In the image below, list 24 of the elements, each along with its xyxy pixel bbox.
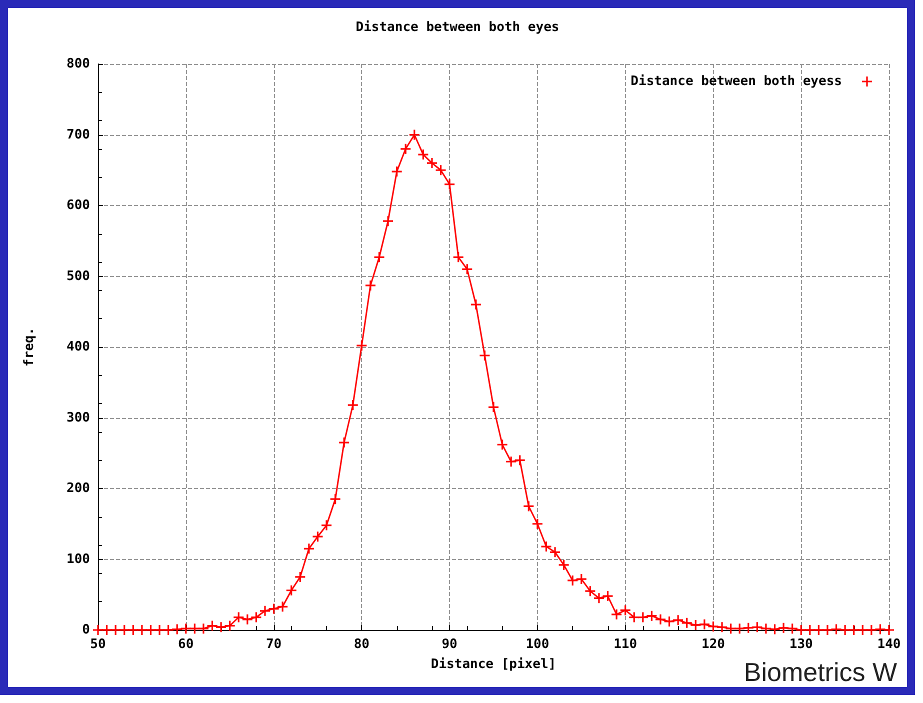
legend-label: Distance between both eyess xyxy=(630,74,842,89)
y-tick-label: 600 xyxy=(66,198,90,213)
y-tick-label: 800 xyxy=(66,56,90,72)
x-axis-title: Distance [pixel] xyxy=(430,657,556,672)
x-tick-label: 110 xyxy=(614,637,638,652)
y-tick-label: 100 xyxy=(66,552,90,567)
chart-title: Distance between both eyes xyxy=(356,20,560,35)
y-axis-title: freq. xyxy=(22,327,37,367)
x-tick-label: 80 xyxy=(354,637,370,652)
y-tick-label: 0 xyxy=(82,622,90,638)
y-tick-label: 500 xyxy=(66,268,90,284)
text: Biometrics W xyxy=(744,657,898,687)
x-tick-label: 120 xyxy=(701,637,726,652)
x-tick-label: 130 xyxy=(789,637,814,652)
x-tick-label: 90 xyxy=(442,637,458,652)
y-tick-label: 300 xyxy=(66,410,90,426)
x-tick-label: 60 xyxy=(178,637,194,652)
x-tick-label: 50 xyxy=(90,637,106,652)
x-tick-label: 70 xyxy=(266,637,282,652)
x-tick-label: 100 xyxy=(526,637,550,652)
y-tick-label: 200 xyxy=(66,481,90,496)
x-tick-label: 140 xyxy=(877,637,901,652)
y-tick-label: 700 xyxy=(66,127,90,142)
y-tick-label: 400 xyxy=(66,340,90,354)
